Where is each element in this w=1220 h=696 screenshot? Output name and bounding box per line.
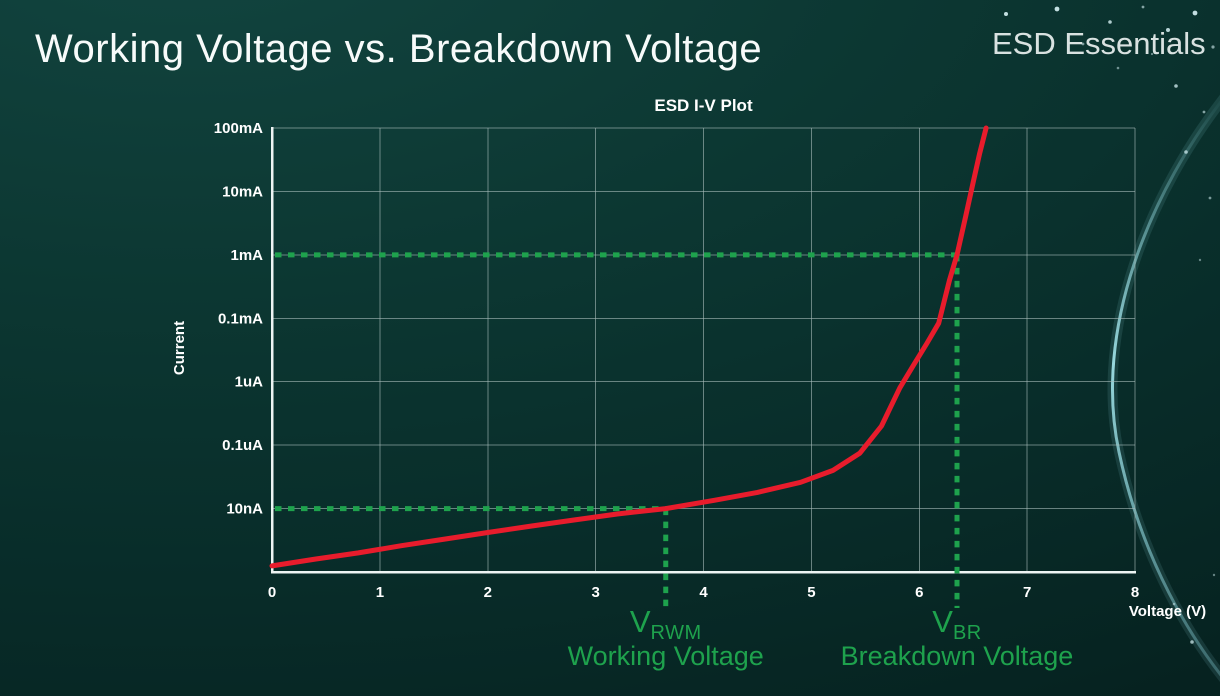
particle-dot xyxy=(1190,640,1194,644)
particle-dot xyxy=(1081,42,1085,46)
vrwm-symbol-main: V xyxy=(629,604,651,639)
working-voltage-label: Working Voltage xyxy=(567,641,764,671)
vbr-symbol-main: V xyxy=(932,604,953,639)
x-tick-label: 1 xyxy=(376,584,384,601)
x-tick-label: 0 xyxy=(268,584,276,601)
particle-dot xyxy=(1028,34,1032,38)
x-tick-label: 8 xyxy=(1131,584,1139,601)
breakdown-voltage-label: Breakdown Voltage xyxy=(840,641,1074,671)
particle-dot xyxy=(1004,12,1008,16)
y-tick-label: 10nA xyxy=(226,501,263,518)
breakdown-voltage-symbol: VBR xyxy=(932,604,981,645)
particle-dot xyxy=(1212,573,1216,577)
particle-dot xyxy=(1172,602,1176,606)
y-tick-label: 100mA xyxy=(214,120,263,137)
x-tick-label: 5 xyxy=(807,584,815,601)
page-title: Working Voltage vs. Breakdown Voltage xyxy=(35,27,763,71)
y-tick-label: 10mA xyxy=(222,183,263,200)
x-tick-label: 6 xyxy=(915,584,923,601)
swoosh-curve xyxy=(1111,100,1220,677)
particle-dot xyxy=(1054,6,1060,12)
particle-dot xyxy=(1198,258,1202,262)
brand-logo-text: ESD Essentials xyxy=(992,26,1206,61)
x-tick-label: 2 xyxy=(484,584,492,601)
y-tick-label: 0.1mA xyxy=(218,310,263,327)
particle-dot xyxy=(1108,20,1112,24)
working-voltage-symbol: VRWM xyxy=(630,604,702,645)
particle-dot xyxy=(1211,45,1215,49)
x-tick-label: 7 xyxy=(1023,584,1031,601)
y-tick-label: 0.1uA xyxy=(222,437,263,454)
vbr-symbol-sub: BR xyxy=(952,622,982,644)
x-axis-label: Voltage (V) xyxy=(1128,603,1207,620)
particle-dot xyxy=(1184,150,1188,154)
x-tick-label: 3 xyxy=(591,584,599,601)
particle-dot xyxy=(1202,110,1206,114)
particle-dot xyxy=(1174,84,1178,88)
chart-title: ESD I-V Plot xyxy=(654,96,753,115)
x-tick-label: 4 xyxy=(699,584,708,601)
particle-dot xyxy=(1116,66,1120,70)
particle-dot xyxy=(1166,28,1170,32)
particle-dot xyxy=(1150,52,1154,56)
particle-dot xyxy=(1208,196,1212,200)
y-tick-label: 1uA xyxy=(235,374,264,391)
y-tick-label: 1mA xyxy=(230,247,263,264)
iv-curve xyxy=(269,125,989,569)
particle-dot xyxy=(1192,10,1198,16)
particle-dot xyxy=(1141,5,1145,9)
vrwm-symbol-sub: RWM xyxy=(650,622,702,644)
